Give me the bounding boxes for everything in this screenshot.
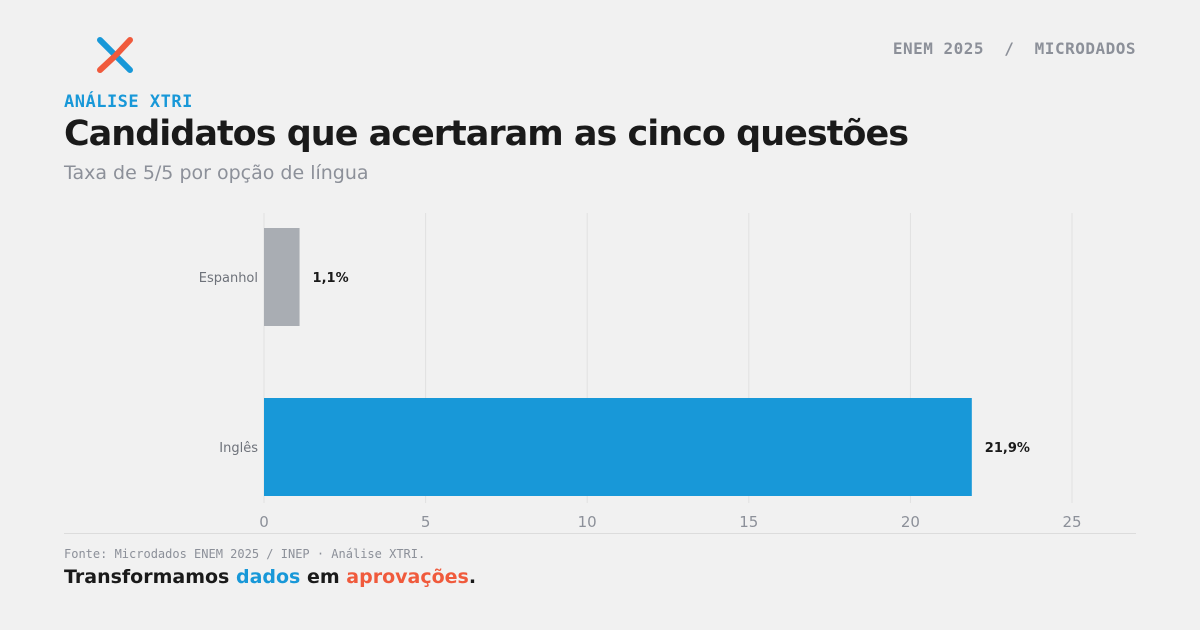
bar-value-label: 1,1% [313,271,349,286]
slogan-highlight-dados: dados [235,566,301,588]
slogan-part: Transformamos [64,566,236,588]
bar-inglês [264,398,972,496]
source-note: Fonte: Microdados ENEM 2025 / INEP · Aná… [64,547,426,561]
bar-value-label: 21,9% [985,441,1030,456]
y-category-label: Espanhol [199,271,258,286]
x-tick-label: 20 [901,513,920,531]
slogan-part: . [468,566,477,588]
section-kicker: ANÁLISE XTRI [64,92,193,112]
footer-divider [64,533,1136,534]
slogan-part: em [300,566,347,588]
page-subtitle: Taxa de 5/5 por opção de língua [64,162,369,184]
x-tick-label: 25 [1062,513,1081,531]
x-tick-label: 15 [739,513,758,531]
xtri-logo-icon [97,37,133,73]
y-category-label: Inglês [219,441,258,456]
x-tick-label: 0 [259,513,269,531]
x-tick-label: 5 [421,513,431,531]
page-title: Candidatos que acertaram as cinco questõ… [64,114,909,154]
slogan: Transformamos dados em aprovações. [64,566,476,588]
breadcrumb: ENEM 2025 / MICRODADOS [892,39,1136,58]
x-tick-label: 10 [578,513,597,531]
slogan-highlight-aprovacoes: aprovações [346,566,469,588]
bar-espanhol [264,228,300,326]
